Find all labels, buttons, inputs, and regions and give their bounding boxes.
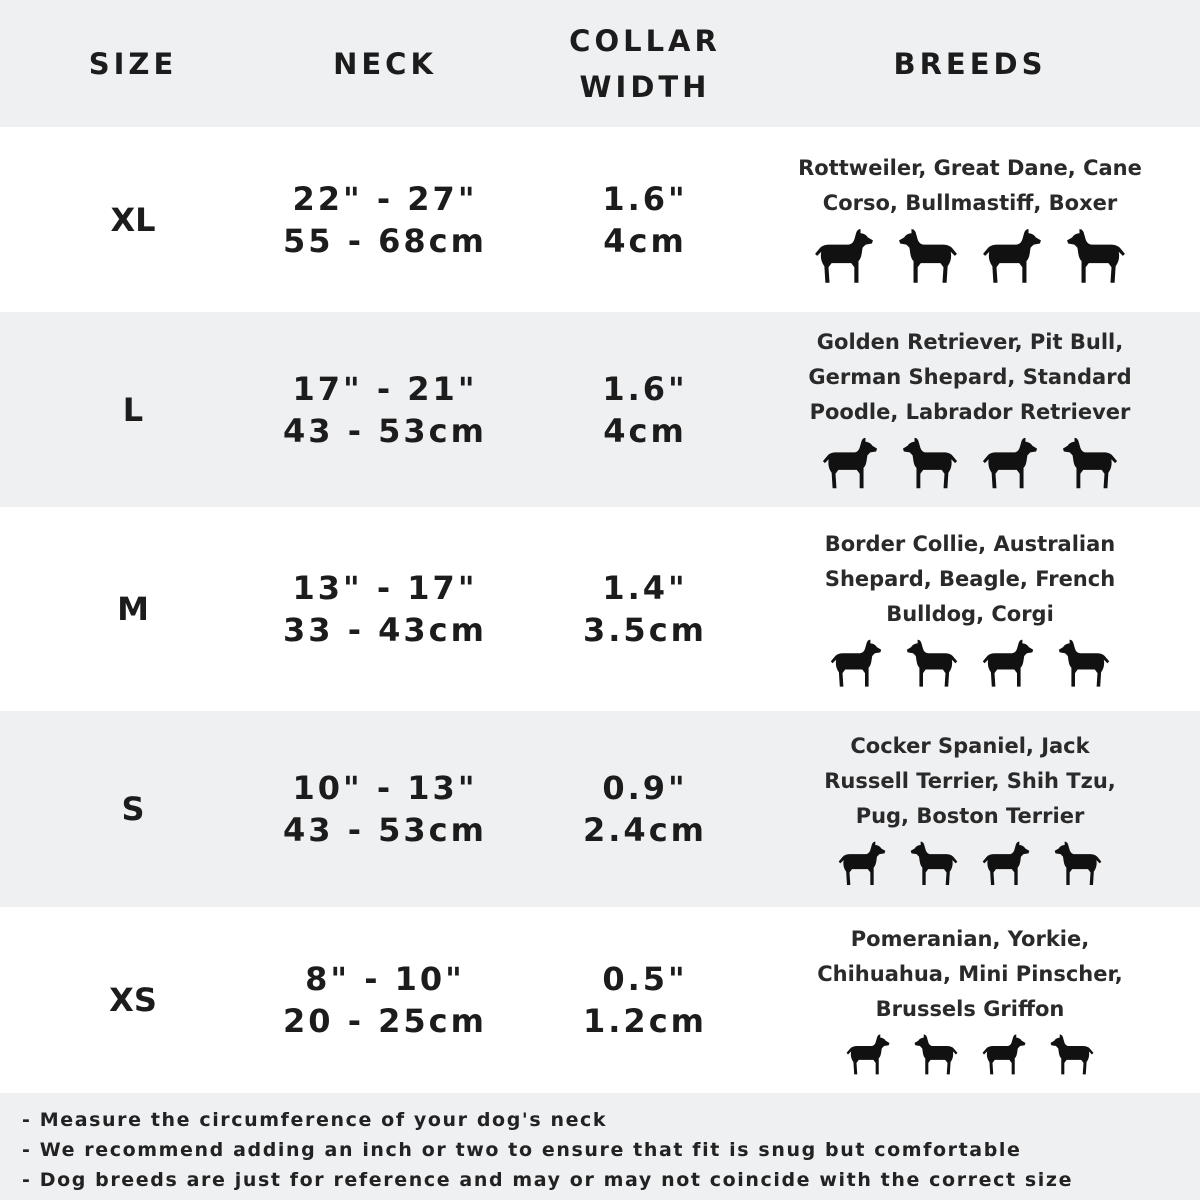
table-row: S 10" - 13" 43 - 53cm 0.9" 2.4cm Cocker Sp… (0, 711, 1200, 907)
corgi-icon (1057, 638, 1111, 692)
breed-list: Cocker Spaniel, Jack Russell Terrier, Sh… (824, 733, 1116, 828)
header-collar-width: COLLAR WIDTH (569, 23, 721, 104)
neck-inches: 10" - 13" (292, 769, 478, 807)
table-header: SIZE NECK COLLAR WIDTH BREEDS (0, 0, 1200, 127)
dog-silhouettes (837, 840, 1103, 890)
great-dane-icon (897, 227, 959, 289)
collar-width-cm: 1.2cm (583, 1002, 707, 1040)
chihuahua-icon (981, 1033, 1027, 1079)
german-shepherd-icon (1061, 436, 1119, 494)
doberman-icon (981, 227, 1043, 289)
header-size: SIZE (88, 46, 178, 81)
neck-cm: 33 - 43cm (283, 611, 487, 649)
header-breeds: BREEDS (893, 46, 1047, 81)
collar-width-inches: 0.9" (602, 769, 688, 807)
notes-footer: - Measure the circumference of your dog'… (0, 1093, 1200, 1200)
collar-width-inches: 1.6" (602, 179, 688, 218)
note: - We recommend adding an inch or two to … (22, 1139, 1022, 1161)
terrier-icon (981, 638, 1035, 692)
neck-inches: 8" - 10" (305, 960, 465, 998)
collar-width-cm: 3.5cm (583, 611, 707, 649)
collar-width-inches: 0.5" (602, 960, 688, 998)
neck-cm: 43 - 53cm (283, 411, 487, 450)
collar-width-inches: 1.6" (602, 369, 688, 408)
table-row: XL 22" - 27" 55 - 68cm 1.6" 4cm Rottweiler… (0, 127, 1200, 312)
neck-cm: 20 - 25cm (283, 1002, 487, 1040)
collie-icon (829, 638, 883, 692)
pomeranian-icon (845, 1033, 891, 1079)
neck-inches: 17" - 21" (292, 369, 478, 408)
note: - Dog breeds are just for reference and … (22, 1169, 1074, 1191)
neck-cm: 55 - 68cm (283, 221, 487, 260)
yorkie-icon (913, 1033, 959, 1079)
mini-pinscher-icon (1049, 1033, 1095, 1079)
collar-width-cm: 2.4cm (583, 811, 707, 849)
collar-width-cm: 4cm (603, 221, 687, 260)
table-row: L 17" - 21" 43 - 53cm 1.6" 4cm Golden Retr… (0, 312, 1200, 507)
breed-list: Pomeranian, Yorkie, Chihuahua, Mini Pins… (817, 926, 1123, 1021)
labrador-icon (901, 436, 959, 494)
dog-silhouettes (813, 227, 1127, 289)
size-label: S (121, 790, 145, 828)
neck-cm: 43 - 53cm (283, 811, 487, 849)
breed-list: Golden Retriever, Pit Bull, German Shepa… (808, 330, 1132, 424)
size-label: XS (109, 981, 157, 1019)
size-label: L (122, 390, 144, 429)
golden-retriever-icon (821, 436, 879, 494)
breed-list: Border Collie, Australian Shepard, Beagl… (824, 531, 1116, 626)
neck-inches: 13" - 17" (292, 569, 478, 607)
beagle-icon (905, 638, 959, 692)
size-label: M (117, 590, 149, 628)
breed-list: Rottweiler, Great Dane, Cane Corso, Bull… (798, 155, 1142, 215)
dog-silhouettes (829, 638, 1111, 692)
jack-russell-icon (909, 840, 959, 890)
note: - Measure the circumference of your dog'… (22, 1109, 608, 1131)
dog-silhouettes (821, 436, 1119, 494)
dog-silhouettes (845, 1033, 1095, 1079)
shih-tzu-icon (981, 840, 1031, 890)
spaniel-icon (837, 840, 887, 890)
collar-width-cm: 4cm (603, 411, 687, 450)
table-row: M 13" - 17" 33 - 43cm 1.4" 3.5cm Border Co… (0, 507, 1200, 711)
collar-width-inches: 1.4" (602, 569, 688, 607)
mastiff-icon (1065, 227, 1127, 289)
table-row: XS 8" - 10" 20 - 25cm 0.5" 1.2cm Pomerania… (0, 907, 1200, 1093)
poodle-icon (981, 436, 1039, 494)
neck-inches: 22" - 27" (292, 179, 478, 218)
header-neck: NECK (333, 46, 437, 81)
size-label: XL (110, 200, 156, 239)
rottweiler-icon (813, 227, 875, 289)
pug-icon (1053, 840, 1103, 890)
